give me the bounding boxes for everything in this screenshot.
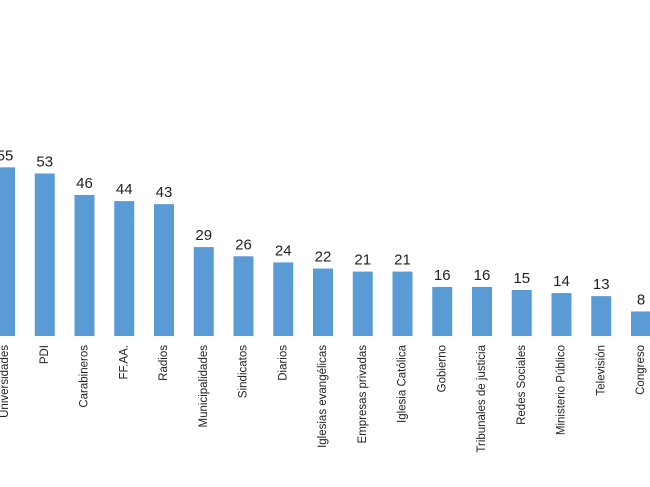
bar <box>34 173 55 336</box>
x-tick-label: Iglesia Católica <box>397 344 409 423</box>
bar <box>352 271 373 336</box>
value-label: 44 <box>116 181 133 198</box>
value-label: 22 <box>315 249 332 266</box>
value-label: 8 <box>637 291 645 308</box>
value-label: 15 <box>513 270 530 287</box>
bar <box>631 311 650 336</box>
bar <box>551 293 572 336</box>
x-tick-label: FF.AA. <box>118 345 130 380</box>
x-tick-label: Sindicatos <box>238 345 250 398</box>
bar <box>233 256 254 336</box>
value-label: 46 <box>76 175 93 192</box>
x-tick-label: Redes Sociales <box>516 345 528 425</box>
value-label: 53 <box>36 153 53 170</box>
x-tick-label: Diarios <box>277 345 289 381</box>
value-label: 21 <box>354 252 371 269</box>
x-tick-label: Radios <box>158 345 170 381</box>
x-tick-label: Municipalidades <box>198 345 210 428</box>
bar <box>114 201 135 336</box>
bar <box>392 271 413 336</box>
bar <box>313 268 333 336</box>
x-tick-label: Empresas privadas <box>357 345 369 444</box>
value-label: 29 <box>195 227 212 244</box>
value-label: 14 <box>553 273 570 290</box>
value-label: 26 <box>235 236 252 253</box>
x-tick-label: Carabineros <box>79 345 91 408</box>
value-label: 16 <box>474 267 491 284</box>
bar <box>591 296 612 336</box>
bar <box>432 286 453 336</box>
x-tick-label: Tribunales de justicia <box>476 344 488 452</box>
bar <box>154 204 174 336</box>
value-label: 55 <box>0 147 13 164</box>
x-tick-label: Universidades <box>0 345 11 418</box>
x-tick-label: Iglesias evangélicas <box>317 345 329 448</box>
x-tick-label: Ministerio Público <box>556 345 568 435</box>
x-tick-label: Congreso <box>635 345 647 395</box>
value-label: 13 <box>593 276 610 293</box>
x-tick-label: Televisión <box>595 345 607 396</box>
value-label: 21 <box>394 252 411 269</box>
bar <box>74 194 95 336</box>
x-tick-label: Gobierno <box>436 345 448 392</box>
value-label: 24 <box>275 242 292 259</box>
value-label: 16 <box>434 267 451 284</box>
bar <box>193 247 214 336</box>
bar <box>472 286 492 336</box>
value-label: 43 <box>156 184 173 201</box>
bar <box>273 262 294 336</box>
bar <box>0 167 15 336</box>
bar <box>511 290 532 336</box>
x-tick-label: PDI <box>39 345 51 364</box>
